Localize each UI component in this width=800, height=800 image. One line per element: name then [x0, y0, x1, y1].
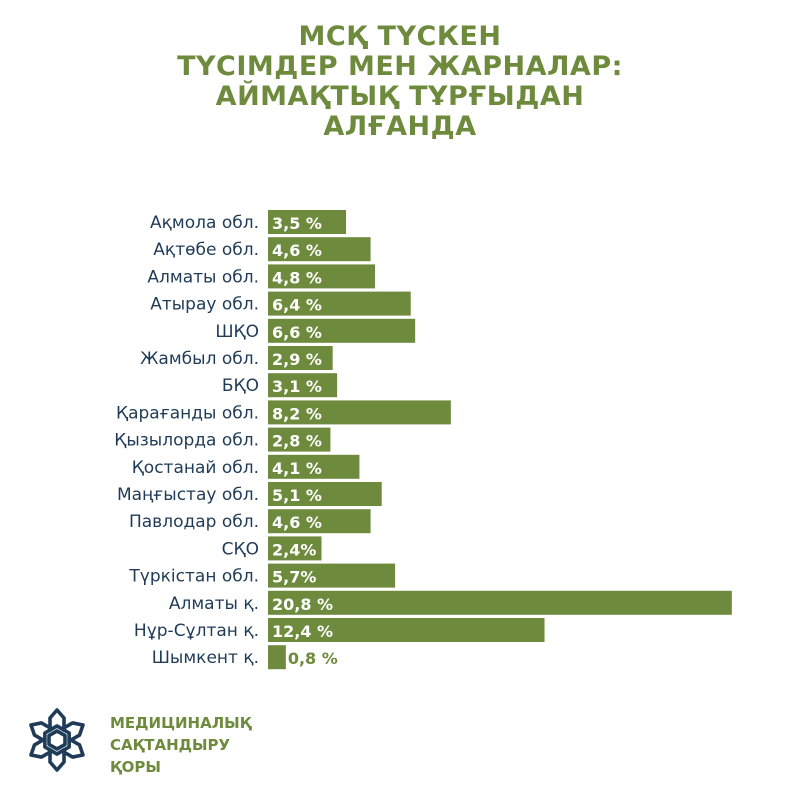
value-label: 2,9 %: [272, 350, 322, 369]
snowflake-logo-icon: [29, 708, 85, 772]
bar: [268, 346, 333, 370]
bar: [268, 509, 371, 534]
value-label: 5,1 %: [272, 486, 322, 505]
category-label: Алматы қ.: [169, 594, 259, 614]
category-label: Қостанай обл.: [132, 458, 259, 478]
logo-core: [47, 729, 67, 751]
value-label: 6,4 %: [272, 296, 322, 315]
value-label: 2,8 %: [272, 432, 322, 451]
category-label: СҚО: [222, 539, 259, 559]
value-label: 3,1 %: [272, 377, 322, 396]
bar: [268, 373, 338, 398]
bar: [268, 291, 411, 316]
logo-petal: [48, 708, 66, 732]
category-label: ШҚО: [215, 322, 259, 342]
brand-block: МЕДИЦИНАЛЫҚ САҚТАНДЫРУ ҚОРЫ: [22, 705, 282, 780]
bar: [268, 427, 331, 452]
logo-petal: [48, 748, 66, 772]
value-label: 5,7%: [272, 568, 316, 587]
category-label: Атырау обл.: [150, 295, 259, 315]
logo-petal: [29, 721, 54, 743]
value-label: 3,5 %: [272, 214, 322, 233]
title-line: АЛҒАНДА: [323, 111, 477, 142]
logo-petal: [60, 737, 85, 759]
bar: [268, 318, 416, 343]
category-label: Түркістан обл.: [128, 567, 259, 587]
value-label: 12,4 %: [272, 622, 333, 641]
bar: [268, 563, 396, 588]
brand-line: ҚОРЫ: [110, 758, 161, 776]
category-label: Ақмола обл.: [150, 213, 259, 233]
category-label: Шымкент қ.: [152, 648, 259, 668]
bar: [268, 400, 451, 425]
bar: [268, 590, 732, 615]
title-line: МСҚ ТҮСКЕН: [298, 21, 502, 52]
bar: [268, 482, 382, 506]
bar: [268, 645, 286, 670]
value-label: 8,2 %: [272, 404, 322, 423]
category-label: Қызылорда обл.: [114, 431, 259, 451]
value-label: 2,4%: [272, 540, 316, 559]
category-label: Нұр-Сұлтан қ.: [134, 621, 259, 641]
value-label: 4,6 %: [272, 513, 322, 532]
value-label: 4,6 %: [272, 241, 322, 260]
category-label: Павлодар обл.: [129, 512, 259, 532]
logo-petal: [29, 737, 54, 759]
category-label: Жамбыл обл.: [140, 349, 259, 369]
category-label: Маңғыстау обл.: [117, 485, 259, 505]
value-label: 6,6 %: [272, 323, 322, 342]
value-label: 20,8 %: [272, 595, 333, 614]
bar: [268, 454, 360, 479]
bar: [268, 210, 347, 234]
brand-name: МЕДИЦИНАЛЫҚ САҚТАНДЫРУ ҚОРЫ: [110, 712, 251, 778]
category-label: Қарағанды обл.: [116, 403, 259, 423]
chart-title: МСҚ ТҮСКЕН ТҮСІМДЕР МЕН ЖАРНАЛАР: АЙМАҚТ…: [0, 22, 800, 142]
value-label: 4,8 %: [272, 268, 322, 287]
value-label: 4,1 %: [272, 459, 322, 478]
bar: [268, 237, 371, 262]
brand-line: МЕДИЦИНАЛЫҚ: [110, 714, 252, 732]
brand-line: САҚТАНДЫРУ: [110, 736, 231, 754]
category-label: Алматы обл.: [147, 267, 259, 287]
bar: [268, 536, 322, 561]
value-label: 0,8 %: [288, 649, 338, 668]
bar: [268, 264, 376, 289]
bar: [268, 618, 545, 642]
title-line: АЙМАҚТЫҚ ТҰРҒЫДАН: [215, 81, 585, 112]
category-label: БҚО: [222, 376, 259, 396]
category-label: Ақтөбе обл.: [153, 240, 259, 260]
logo-petal: [60, 721, 85, 743]
title-line: ТҮСІМДЕР МЕН ЖАРНАЛАР:: [177, 51, 623, 82]
